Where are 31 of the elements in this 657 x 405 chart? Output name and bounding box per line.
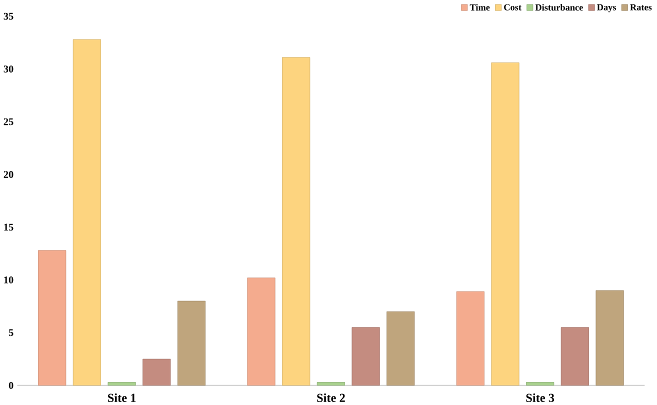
bar	[177, 300, 206, 386]
x-tick-label: Site 3	[526, 393, 554, 402]
y-tick-label: 30	[4, 65, 14, 72]
y-tick-label: 35	[4, 12, 14, 20]
bar	[352, 327, 380, 386]
y-tick-label: 0	[8, 382, 14, 389]
legend-label: Days	[597, 4, 616, 12]
bar	[491, 62, 520, 386]
y-tick-label: 20	[4, 170, 14, 178]
legend-label: Time	[470, 4, 490, 10]
bar	[316, 382, 345, 386]
bar	[596, 290, 624, 386]
bar	[526, 382, 554, 386]
y-tick-label: 10	[4, 276, 14, 284]
bar	[456, 291, 484, 386]
x-tick-label: Site 1	[108, 393, 136, 402]
bar	[560, 327, 589, 386]
bar	[247, 277, 276, 386]
bar	[386, 311, 415, 386]
legend-label: Rates	[630, 4, 652, 10]
legend-label: Cost	[504, 4, 522, 10]
bar	[38, 250, 66, 386]
y-tick-label: 5	[8, 329, 14, 336]
bar	[108, 382, 136, 386]
bar	[282, 57, 310, 386]
bar	[72, 39, 101, 386]
bar	[142, 358, 171, 386]
legend-label: Disturbance	[535, 4, 583, 10]
y-tick-label: 15	[4, 224, 14, 230]
y-tick-label: 25	[4, 118, 14, 125]
x-tick-label: Site 2	[317, 393, 345, 402]
